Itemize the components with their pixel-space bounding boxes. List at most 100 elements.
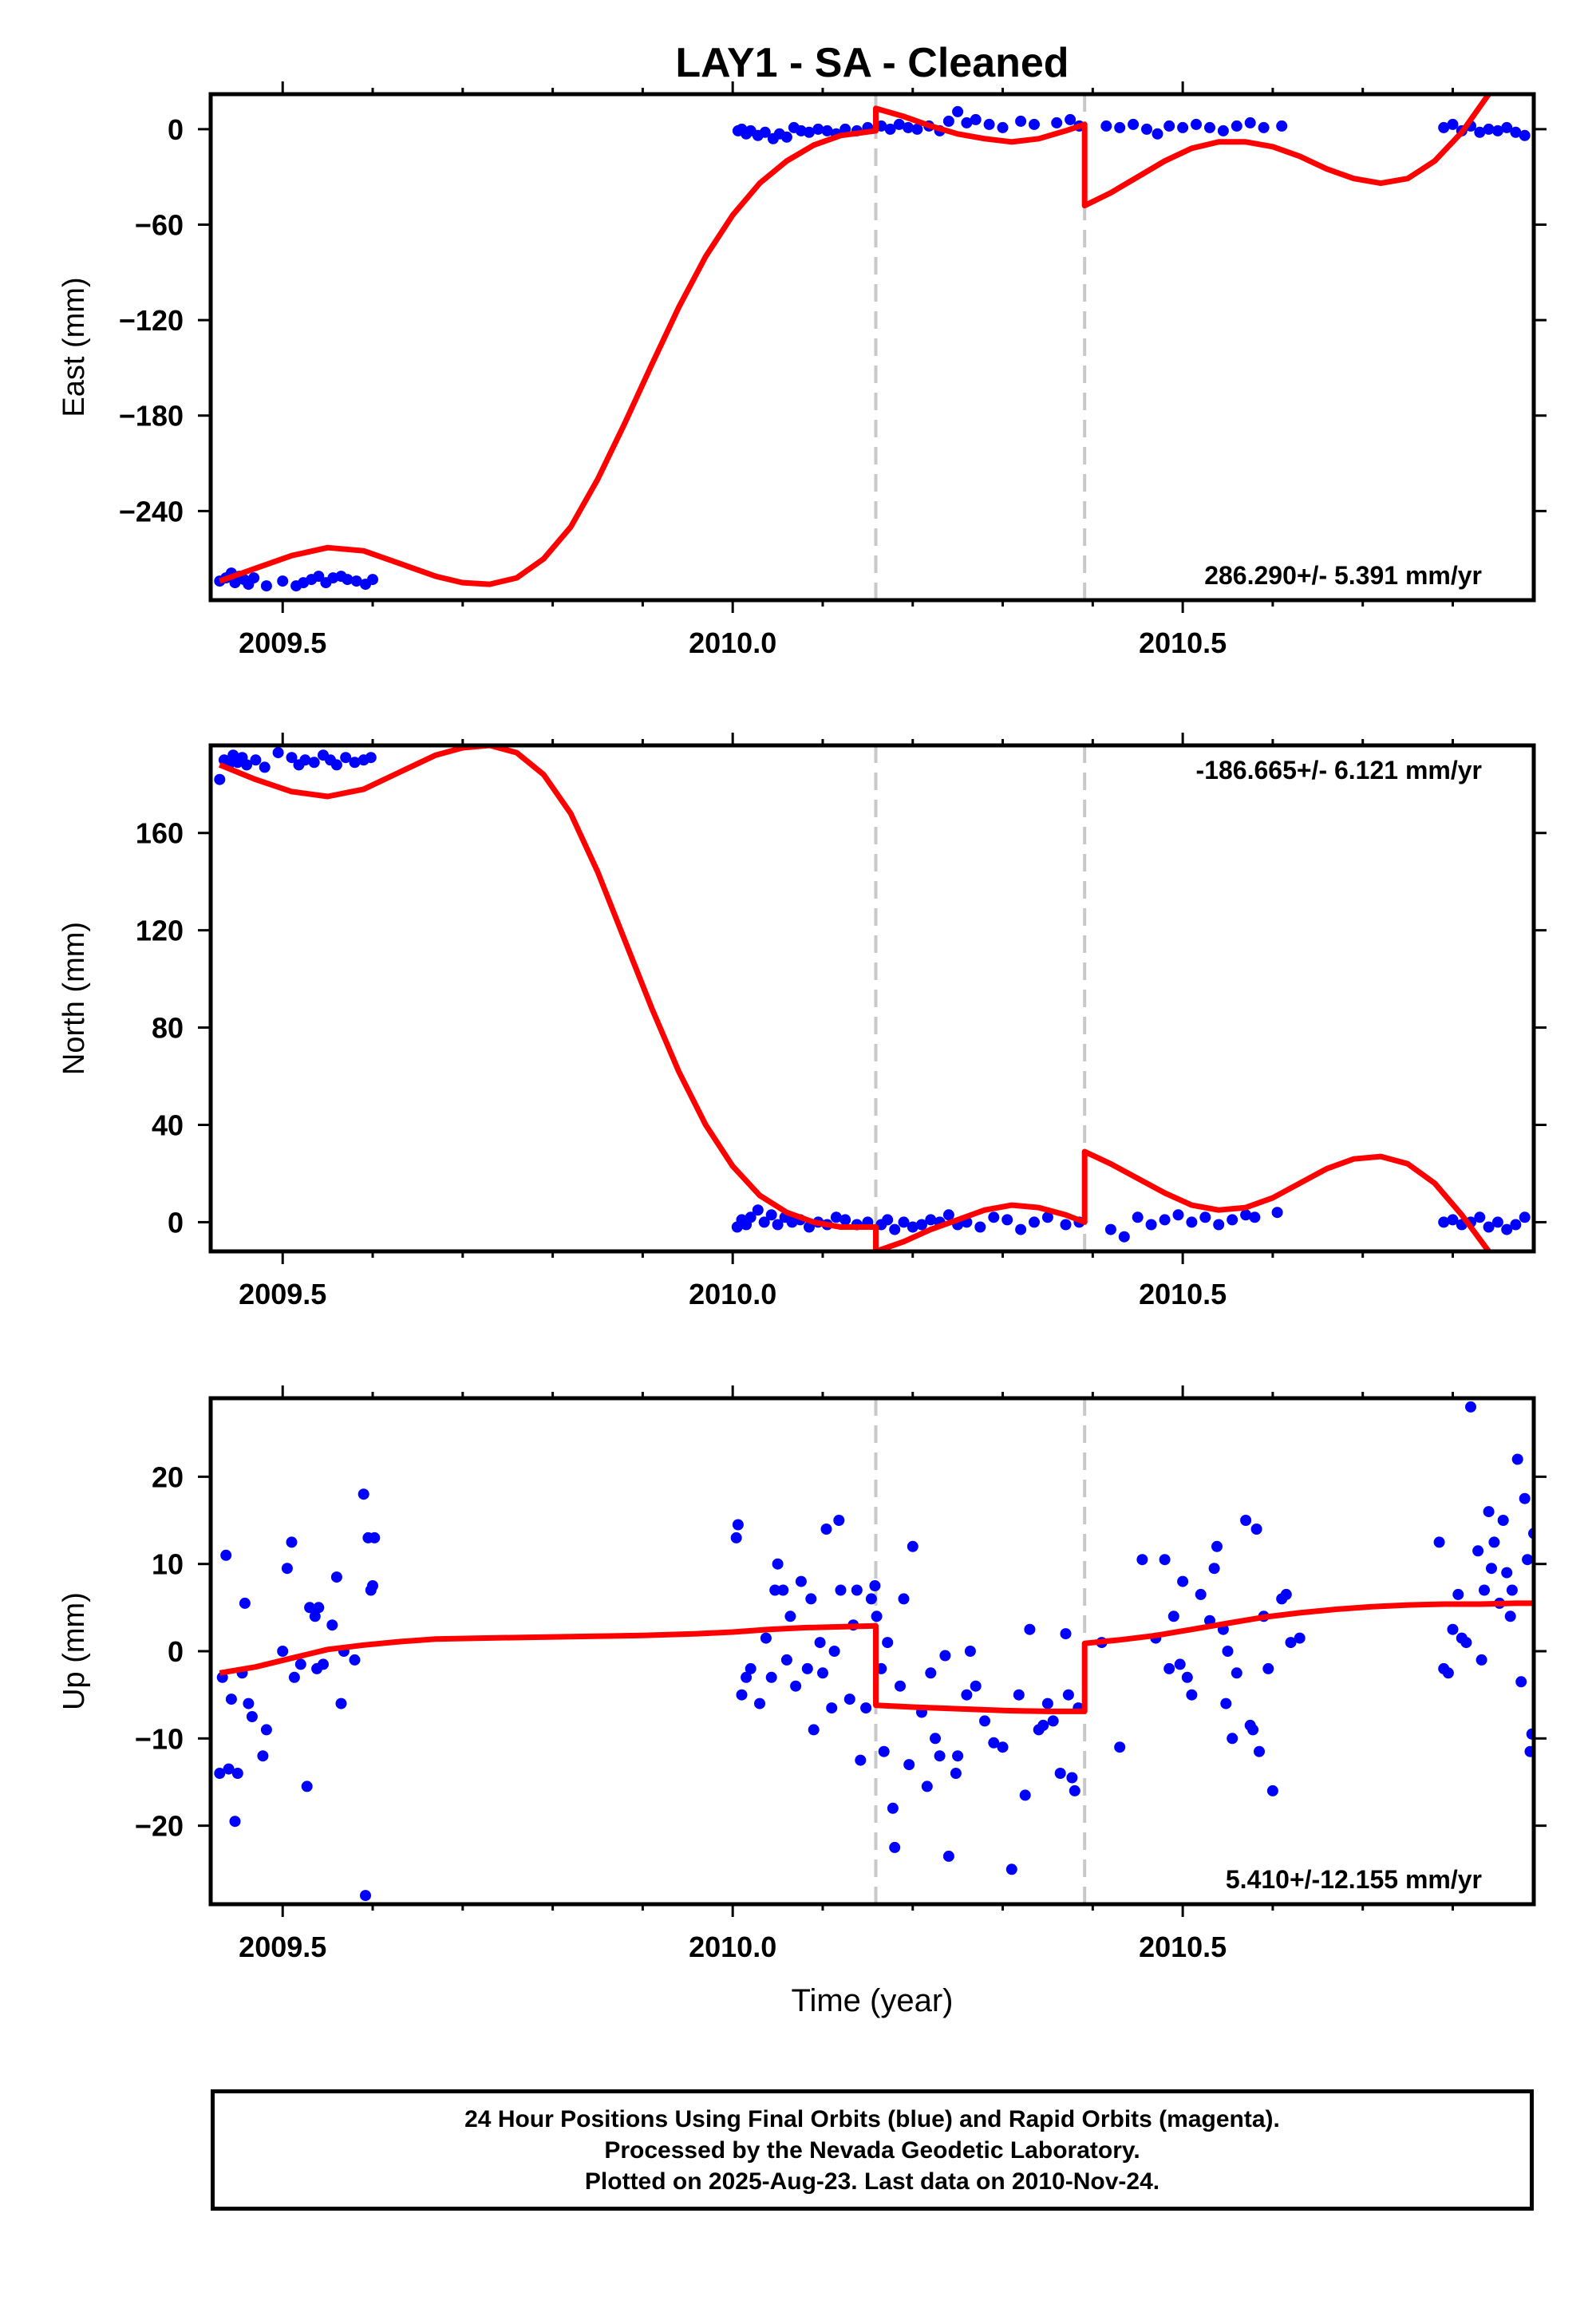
data-point [358,1488,369,1500]
data-point [961,1689,973,1701]
data-point [759,126,771,138]
data-point [299,754,311,766]
data-point [983,118,995,130]
panel-up: 20 10 0 −10 −20 2009.5 2010.0 2010.5 Up (mm) 5.41… [57,1385,1547,1963]
data-point [1447,118,1459,130]
y-tick-label: −180 [119,400,184,433]
data-point [1491,124,1503,136]
y-tick-label: −10 [135,1722,184,1755]
data-point [871,1611,883,1622]
data-point [1114,121,1126,133]
data-point [369,1531,381,1543]
data-point [1501,121,1513,133]
data-point [1474,1211,1486,1223]
data-point [1100,120,1112,132]
data-point [1271,1207,1283,1219]
data-point [1501,1567,1513,1579]
data-point [260,1724,272,1736]
data-point [925,1214,937,1226]
data-point [988,1737,1000,1749]
data-point [231,1768,243,1779]
data-point [934,1750,946,1762]
data-point [1015,1223,1027,1235]
y-tick-label: −120 [119,304,184,337]
data-point [1515,1676,1527,1688]
data-point [784,1611,796,1622]
data-point [1118,1231,1130,1243]
data-point [1262,1662,1274,1674]
panels-group: 0 −60 −120 −180 −240 2009.5 2010.0 2010.5 East (… [57,81,1547,1963]
data-point [1047,1715,1059,1727]
data-point [1024,1623,1036,1635]
data-point [243,1697,255,1709]
footer-line-2: Processed by the Nevada Geodetic Laborat… [604,2136,1140,2164]
data-point [1141,123,1152,135]
data-point [882,1637,894,1649]
data-point [1510,1219,1522,1231]
data-point [930,1733,941,1745]
data-point [1247,1724,1259,1736]
data-point [1244,117,1256,128]
footer-line-3: Plotted on 2025-Aug-23. Last data on 201… [584,2168,1160,2195]
data-point [1177,1575,1189,1587]
data-point [1163,120,1175,132]
data-point [220,1549,232,1561]
data-point [257,1750,269,1762]
data-point [1240,1209,1252,1221]
data-point [260,580,272,592]
data-point [997,121,1009,133]
data-point [1227,1214,1238,1226]
data-point [1249,1211,1261,1223]
data-point [898,1216,910,1228]
data-point [330,1571,342,1583]
y-tick-label: −20 [135,1810,184,1843]
data-point [1483,123,1495,135]
data-point [1254,1745,1265,1757]
data-point [241,759,253,771]
data-point [974,1221,986,1233]
y-tick-label: 0 [168,113,184,146]
data-point [286,1536,298,1548]
data-point [1069,1784,1080,1796]
panel-frame [208,743,1536,1254]
data-point [1519,129,1531,141]
data-point [817,1667,828,1679]
data-point [898,1593,910,1605]
series-group [214,94,1531,592]
data-point [342,574,354,586]
data-point [916,1219,927,1231]
data-point [772,1558,784,1570]
y-tick-label: 160 [136,817,184,850]
data-point [821,124,833,136]
data-point [1522,1554,1534,1566]
data-point [745,1662,757,1674]
x-tick-label: 2009.5 [239,626,326,659]
data-point [1005,1863,1017,1875]
y-tick-label: −240 [119,495,184,528]
data-point [214,773,226,785]
data-point [1204,121,1215,133]
data-point [780,131,792,143]
data-point [1258,121,1270,133]
data-point [1276,120,1288,132]
data-point [1220,1697,1232,1709]
data-point [970,1680,982,1692]
data-point [349,757,361,769]
data-point [903,1759,915,1771]
data-point [988,1211,1000,1223]
model-line [219,1600,1534,1714]
data-point [223,1763,235,1775]
data-point [882,1214,894,1226]
data-point [1483,1506,1495,1518]
x-tick-label: 2010.0 [689,626,776,659]
data-point [1465,1401,1476,1413]
panel-frame [208,92,1536,603]
data-point [229,1816,241,1828]
data-point [1208,1563,1220,1575]
data-point [1519,1211,1531,1223]
data-point [288,1671,300,1683]
data-point [1501,1223,1513,1235]
y-tick-label: 20 [152,1460,184,1493]
x-tick-label: 2010.5 [1139,1931,1227,1963]
data-point [1217,124,1229,136]
